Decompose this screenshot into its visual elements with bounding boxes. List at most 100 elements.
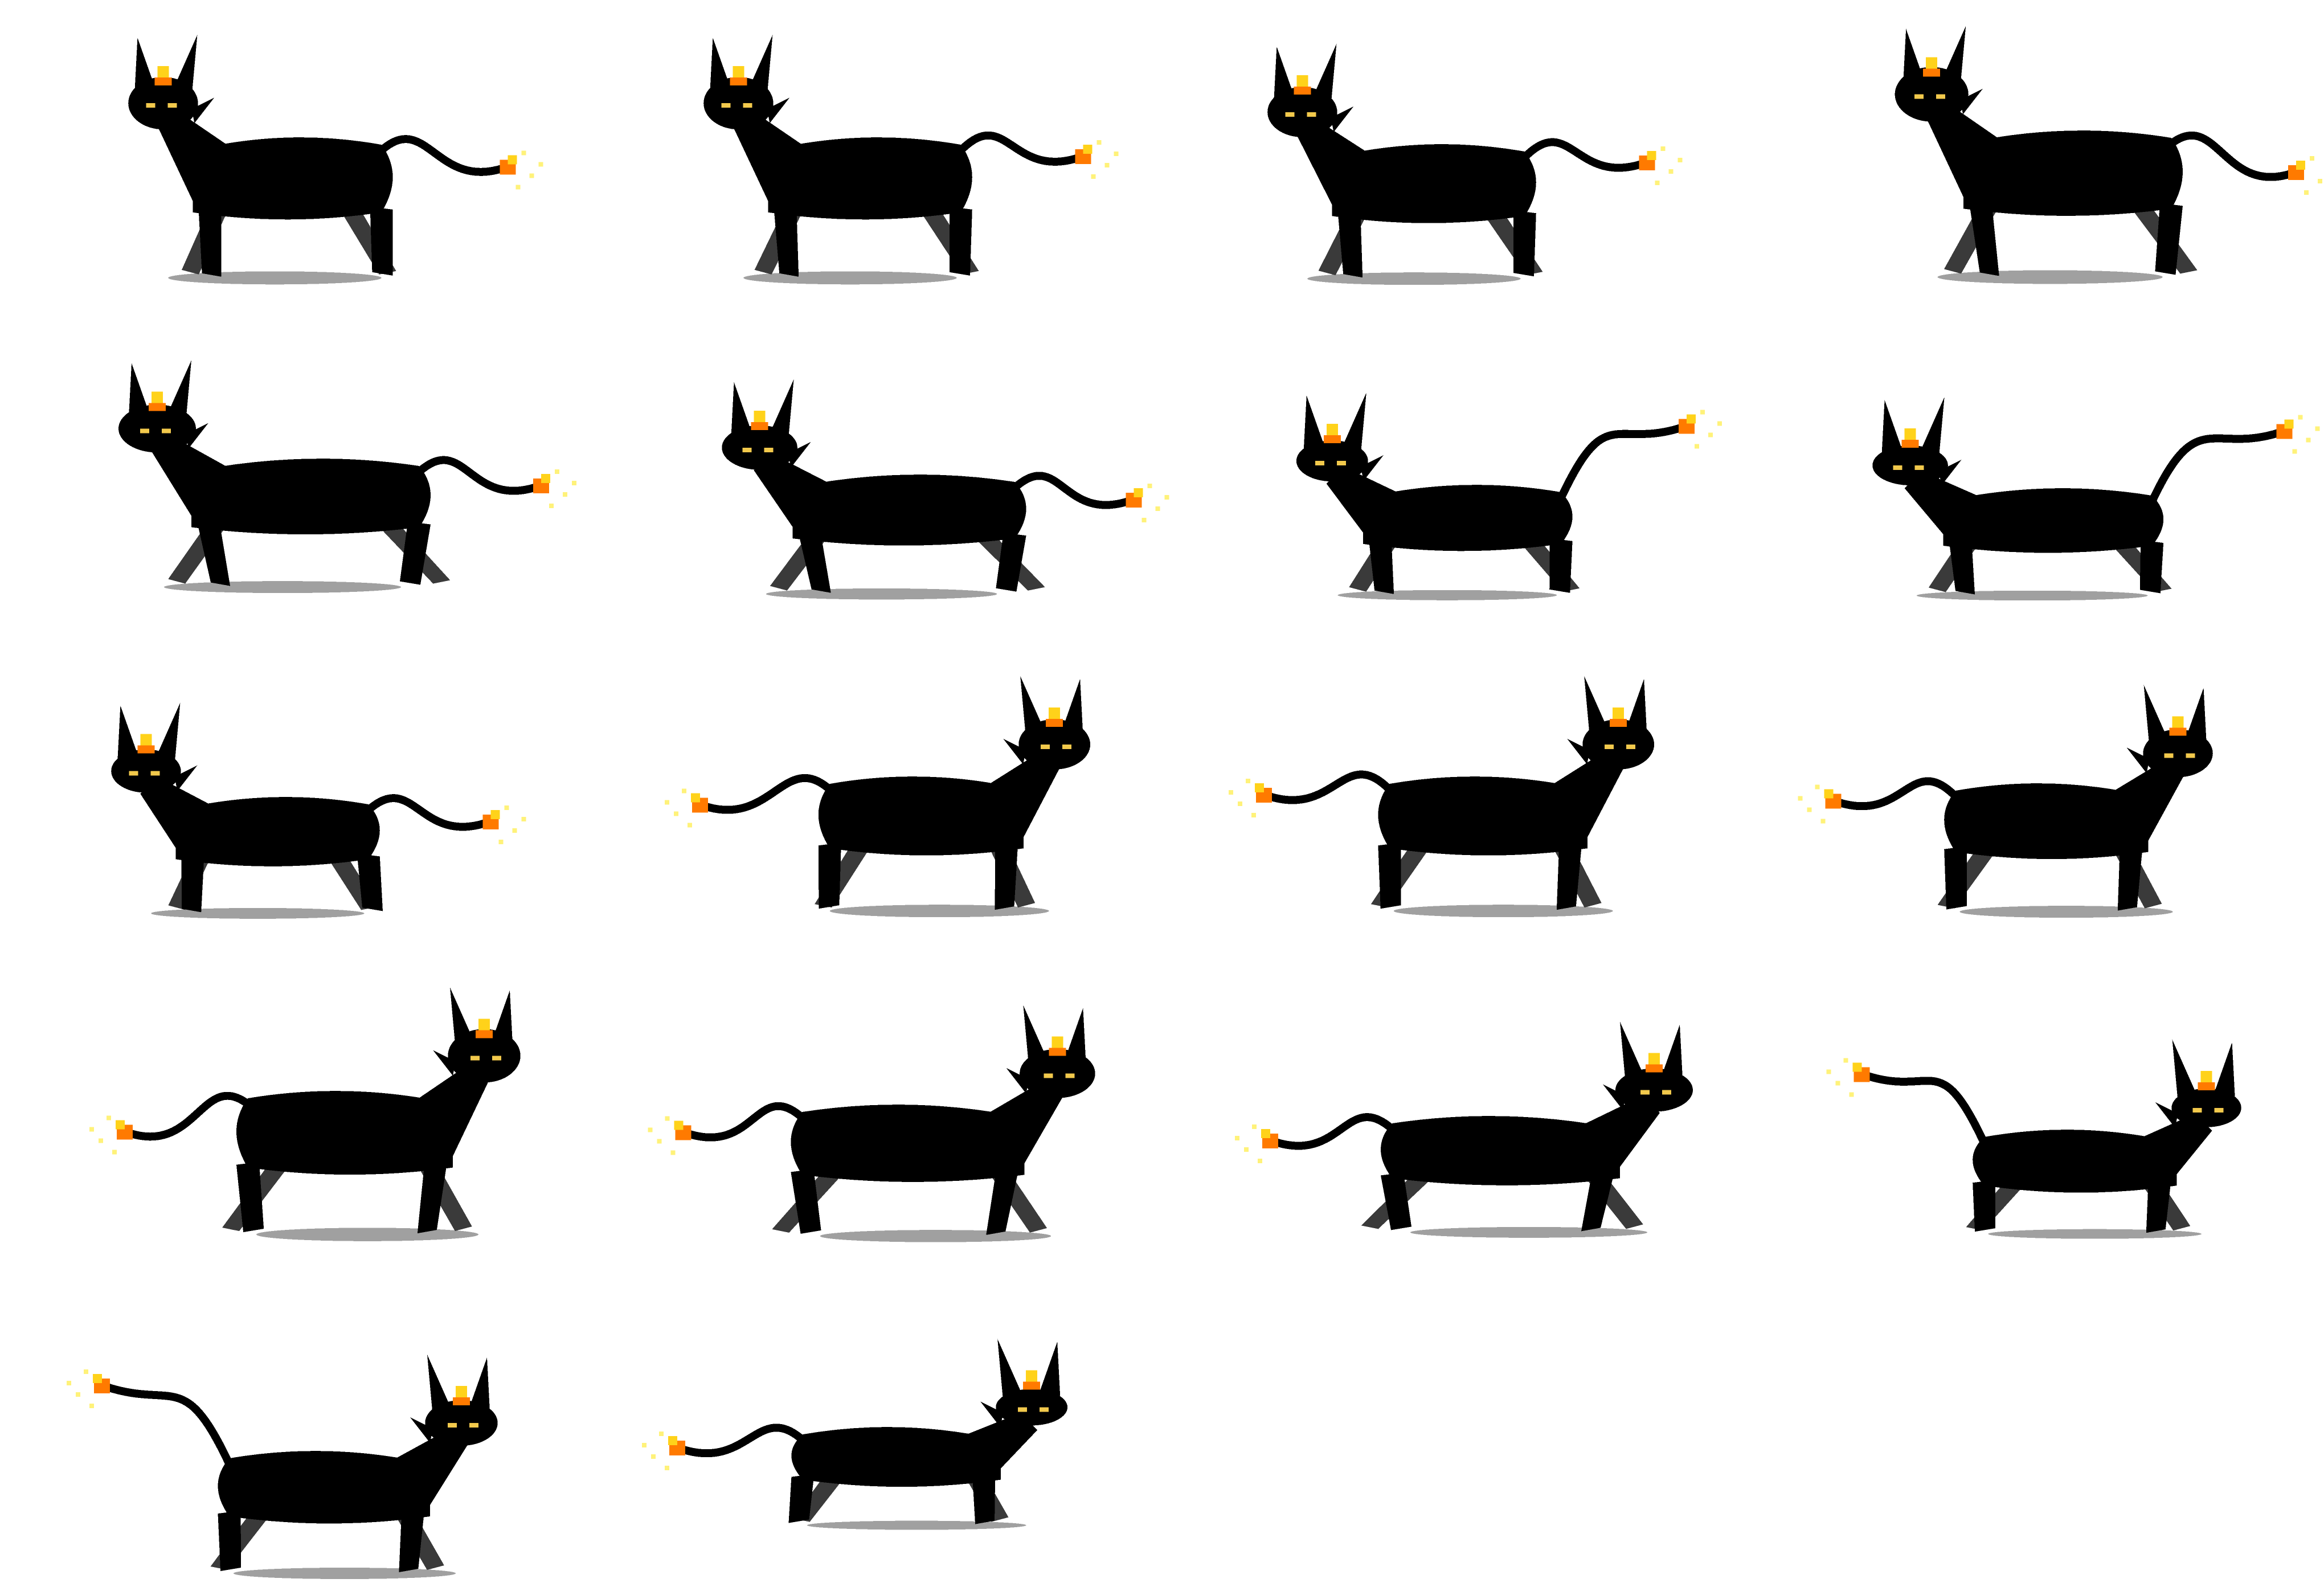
- eye-right: [162, 428, 171, 433]
- cat-tail: [123, 1091, 253, 1141]
- right-ear: [2172, 1039, 2195, 1102]
- left-ear: [470, 1357, 490, 1412]
- hind-leg-near: [218, 1511, 242, 1571]
- forehead-flame-base: [1294, 86, 1311, 95]
- eye-right: [1605, 744, 1614, 749]
- cat-body: [191, 459, 431, 535]
- right-ear: [2143, 685, 2167, 748]
- right-ear: [1020, 676, 1044, 739]
- cat-body: [792, 475, 1026, 546]
- forehead-flame-base: [1049, 1048, 1066, 1056]
- fore-leg-near: [995, 843, 1018, 910]
- forehead-flame-base: [1610, 718, 1627, 727]
- right-ear: [1921, 397, 1945, 460]
- cat-body: [791, 1427, 1001, 1487]
- hind-leg-near: [996, 533, 1026, 592]
- hind-leg-near: [400, 521, 431, 585]
- right-ear: [174, 35, 198, 98]
- cheek-tuft-right: [1331, 106, 1354, 132]
- eye-right: [1914, 465, 1924, 470]
- cheek-tuft-right: [174, 765, 198, 791]
- cat-tail: [362, 794, 493, 831]
- tail-flame-tip: [1261, 1128, 1270, 1138]
- tail-spark: [658, 1432, 664, 1437]
- cat-body: [236, 1091, 453, 1175]
- tail-flame-tip: [1647, 150, 1656, 160]
- forehead-flame-base: [453, 1397, 470, 1405]
- cat-body: [1381, 1116, 1620, 1185]
- eye-right: [2192, 1107, 2202, 1113]
- tail-flame-tip: [1083, 145, 1093, 154]
- fore-leg-near: [986, 1169, 1019, 1235]
- tail-spark: [1695, 444, 1700, 449]
- tail-spark: [648, 1127, 653, 1132]
- tail-spark: [512, 828, 517, 833]
- forehead-flame-base: [751, 422, 768, 430]
- cheek-tuft-right: [788, 441, 811, 468]
- cat-neck: [2142, 1113, 2212, 1175]
- tail-spark: [529, 173, 534, 178]
- tail-spark: [504, 805, 509, 810]
- cat-sprite-frame: [702, 379, 1169, 600]
- cat-body: [193, 137, 393, 220]
- cat-head: [2143, 729, 2213, 778]
- cat-neck: [140, 776, 210, 848]
- forehead-flame-base: [1323, 435, 1341, 444]
- cat-sprite-frame: [89, 987, 541, 1241]
- fore-leg-near: [2146, 1180, 2171, 1233]
- cheek-tuft-right: [410, 1417, 433, 1443]
- ground-shadow: [807, 1520, 1026, 1530]
- tail-spark: [1164, 494, 1169, 500]
- fore-leg-near: [774, 206, 799, 277]
- cat-head: [996, 1389, 1068, 1426]
- eye-right: [743, 103, 752, 108]
- forehead-flame-base: [149, 403, 166, 411]
- ground-shadow: [151, 907, 365, 919]
- ground-shadow: [1988, 1229, 2202, 1239]
- cat-body: [218, 1451, 430, 1524]
- cat-neck: [1326, 467, 1397, 533]
- eye-right: [150, 771, 160, 776]
- cat-tail: [698, 774, 836, 814]
- cat-tail: [1831, 777, 1962, 811]
- tail-flame-tip: [1852, 1062, 1862, 1072]
- tail-spark: [1660, 146, 1666, 151]
- cat-head: [111, 749, 181, 793]
- cat-tail: [675, 1424, 809, 1458]
- left-ear: [1903, 28, 1924, 83]
- right-ear: [1023, 1005, 1046, 1068]
- fore-leg-near: [399, 1511, 424, 1572]
- tail-spark: [657, 1139, 662, 1144]
- cat-tail: [2146, 427, 2286, 507]
- cheek-tuft-right: [1938, 460, 1962, 485]
- cheek-tuft-right: [186, 423, 208, 449]
- cat-head: [1615, 1068, 1693, 1112]
- right-ear: [1343, 392, 1366, 456]
- eye-right: [1336, 461, 1346, 466]
- tail-spark: [1807, 807, 1812, 812]
- fore-leg-near: [1556, 843, 1582, 910]
- tail-spark: [1700, 410, 1705, 415]
- eye-right: [1640, 1090, 1650, 1095]
- ground-shadow: [829, 905, 1049, 918]
- tail-spark: [521, 816, 526, 821]
- forehead-flame-base: [137, 745, 155, 754]
- tail-flame-tip: [541, 474, 550, 484]
- cat-neck: [396, 1429, 467, 1505]
- cat-neck: [1926, 100, 1998, 198]
- tail-spark: [1252, 1124, 1257, 1129]
- tail-spark: [1655, 180, 1660, 185]
- tail-flame-tip: [668, 1436, 677, 1446]
- cheek-tuft-left: [1086, 1056, 1115, 1085]
- fore-leg-near: [181, 853, 204, 913]
- right-ear: [450, 987, 473, 1050]
- fore-leg-near: [798, 533, 831, 593]
- eye-right: [2164, 753, 2174, 758]
- tail-spark: [2309, 156, 2314, 161]
- tail-spark: [1708, 432, 1713, 437]
- eye-right: [470, 1056, 480, 1061]
- forehead-flame-base: [2169, 727, 2187, 736]
- fore-leg-near: [2117, 846, 2143, 911]
- eye-left: [140, 428, 149, 433]
- tail-spark: [107, 1115, 111, 1120]
